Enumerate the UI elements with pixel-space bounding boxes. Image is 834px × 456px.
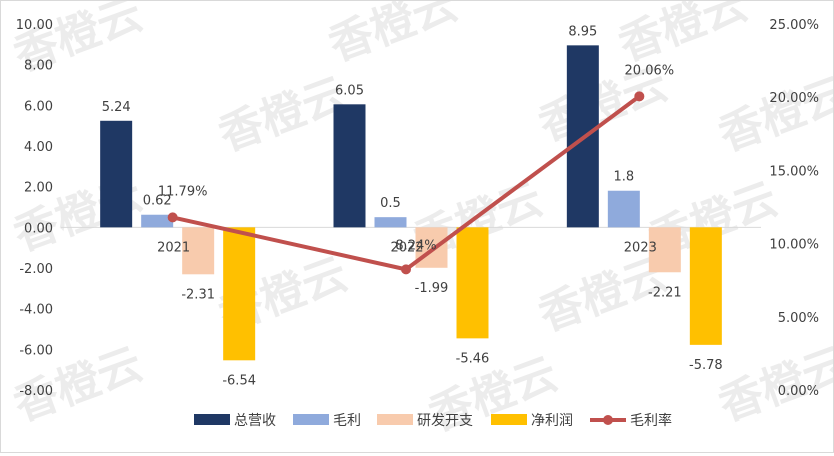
right-tick-label: 0.00% bbox=[778, 384, 819, 399]
data-label: 0.62 bbox=[143, 194, 172, 209]
bar-1 bbox=[374, 217, 407, 228]
category-label: 2023 bbox=[624, 240, 657, 255]
category-label: 2022 bbox=[390, 240, 423, 255]
category-labels: 2021 2022 2023 bbox=[157, 240, 657, 255]
data-label: -2.31 bbox=[181, 287, 215, 302]
left-axis: 10.00 8.00 6.00 4.00 2.00 0.00 -2.00 -4.00 -6.00… bbox=[16, 18, 53, 399]
legend-swatch bbox=[194, 414, 230, 425]
right-tick-label: 20.00% bbox=[769, 91, 819, 106]
bar-2 bbox=[648, 227, 681, 273]
right-axis: 25.00% 20.00% 15.00% 10.00% 5.00% 0.00% bbox=[769, 18, 819, 399]
legend-swatch bbox=[491, 414, 527, 425]
bar-1 bbox=[141, 214, 174, 228]
legend-label: 毛利 bbox=[333, 413, 361, 429]
left-tick-label: 2.00 bbox=[24, 181, 53, 196]
right-tick-label: 5.00% bbox=[778, 311, 819, 326]
data-label: -5.46 bbox=[456, 351, 490, 366]
right-tick-label: 15.00% bbox=[769, 164, 819, 179]
data-label: -2.21 bbox=[648, 285, 682, 300]
left-tick-label: 6.00 bbox=[24, 99, 53, 114]
data-label: -5.78 bbox=[689, 358, 723, 373]
watermark-text: 香橙云 bbox=[212, 68, 353, 161]
line-point bbox=[634, 91, 645, 102]
left-tick-label: -2.00 bbox=[19, 262, 53, 277]
line-data-label: 20.06% bbox=[625, 63, 675, 78]
data-label: 8.95 bbox=[568, 24, 597, 39]
left-tick-label: -6.00 bbox=[19, 343, 53, 358]
data-label: 6.05 bbox=[335, 83, 364, 98]
line-data-label: 8.24% bbox=[395, 238, 436, 253]
right-tick-label: 10.00% bbox=[769, 238, 819, 253]
legend-label: 总营收 bbox=[234, 413, 276, 429]
legend-marker bbox=[603, 415, 613, 425]
line-point bbox=[401, 264, 411, 275]
legend-label: 研发开支 bbox=[417, 413, 473, 429]
bar-0 bbox=[333, 104, 366, 228]
data-label: -1.99 bbox=[415, 281, 449, 296]
legend-swatch bbox=[293, 414, 329, 425]
right-tick-label: 25.00% bbox=[769, 18, 819, 33]
line-point bbox=[167, 212, 178, 223]
watermark-text: 香橙云 bbox=[612, 1, 753, 71]
legend-label: 净利润 bbox=[531, 413, 573, 429]
line-data-label: 11.79% bbox=[158, 184, 208, 199]
bar-3 bbox=[689, 227, 722, 345]
category-label: 2021 bbox=[157, 240, 190, 255]
left-tick-label: 8.00 bbox=[24, 59, 53, 74]
watermark-text: 香橙云 bbox=[322, 1, 463, 71]
line-series-layer bbox=[167, 91, 645, 275]
data-label: 0.5 bbox=[380, 196, 401, 211]
watermark-text: 香橙云 bbox=[712, 68, 833, 161]
left-tick-label: -8.00 bbox=[19, 384, 53, 399]
bar-2 bbox=[415, 227, 448, 268]
legend-swatch bbox=[377, 414, 413, 425]
data-label: 1.8 bbox=[613, 170, 634, 185]
legend-label: 毛利率 bbox=[630, 412, 672, 429]
bar-2 bbox=[182, 227, 215, 275]
bars-layer bbox=[100, 45, 722, 361]
legend: 总营收 毛利 研发开支 净利润 毛利率 bbox=[194, 412, 672, 429]
left-tick-label: 4.00 bbox=[24, 140, 53, 155]
left-tick-label: -4.00 bbox=[19, 303, 53, 318]
left-tick-label: 10.00 bbox=[16, 18, 53, 33]
data-label: 5.24 bbox=[102, 100, 131, 115]
bar-0 bbox=[100, 120, 133, 228]
data-labels-layer: 5.24 6.05 8.95 0.62 0.5 1.8 -2.31 -1.99 -2.21 -6.… bbox=[102, 24, 723, 388]
bar-1 bbox=[607, 190, 640, 228]
bar-3 bbox=[456, 227, 489, 339]
left-tick-label: 0.00 bbox=[24, 221, 53, 236]
bar-3 bbox=[223, 227, 256, 361]
data-label: -6.54 bbox=[222, 373, 256, 388]
